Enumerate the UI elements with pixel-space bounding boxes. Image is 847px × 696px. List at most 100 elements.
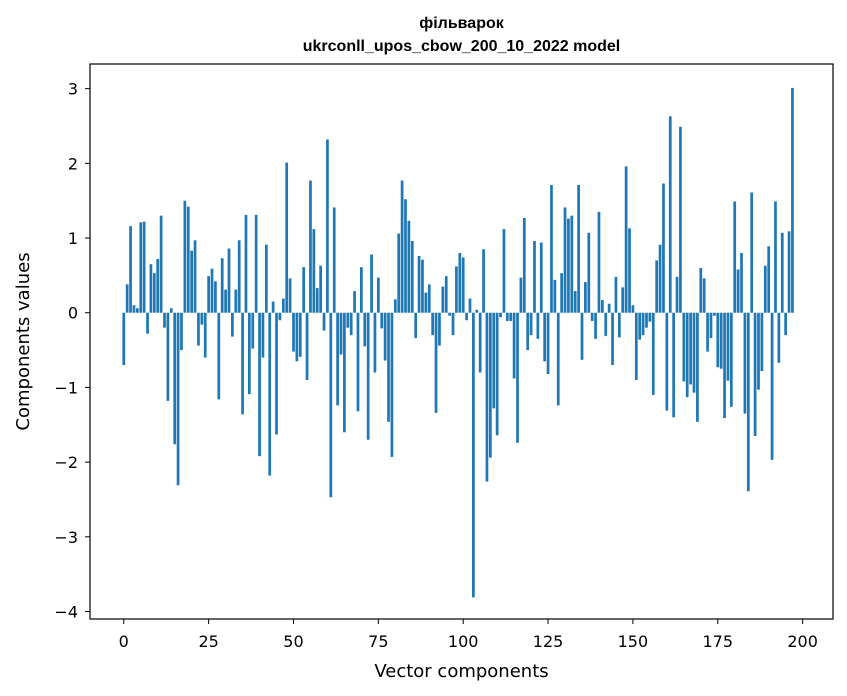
bar-component-174 (713, 312, 716, 316)
bar-component-122 (536, 312, 540, 339)
bar-component-1 (125, 284, 129, 313)
bar-component-86 (414, 312, 418, 339)
x-tick-label: 150 (618, 632, 649, 651)
bar-component-81 (397, 233, 401, 313)
bar-component-90 (427, 284, 431, 313)
bar-component-34 (237, 240, 241, 313)
y-tick-label: 3 (68, 80, 78, 99)
bar-component-28 (217, 312, 221, 400)
bar-component-133 (573, 291, 577, 313)
bar-component-45 (275, 312, 278, 435)
bar-component-91 (431, 312, 435, 336)
bar-component-124 (543, 312, 547, 362)
bar-component-111 (499, 312, 502, 318)
bar-component-112 (502, 229, 506, 313)
bar-component-22 (197, 312, 200, 346)
bar-component-93 (438, 312, 441, 346)
bar-component-171 (702, 278, 706, 313)
bar-component-177 (723, 312, 726, 419)
bar-component-46 (278, 312, 282, 321)
bar-component-79 (390, 312, 394, 457)
bar-component-121 (533, 241, 536, 313)
bar-component-89 (424, 292, 428, 313)
bar-component-15 (173, 312, 177, 445)
bar-component-82 (400, 180, 404, 313)
bar-component-35 (241, 312, 244, 415)
bar-component-87 (417, 255, 421, 313)
bar-component-39 (254, 214, 258, 313)
bar-component-21 (193, 240, 197, 313)
x-tick-label: 100 (448, 632, 479, 651)
bar-component-61 (329, 312, 333, 498)
bar-component-185 (750, 192, 754, 313)
bar-component-0 (122, 312, 126, 366)
bar-component-128 (556, 312, 560, 406)
bar-component-73 (370, 254, 373, 313)
bar-component-146 (617, 312, 621, 338)
bar-component-160 (665, 312, 669, 411)
x-tick-label: 125 (533, 632, 564, 651)
x-tick-label: 200 (787, 632, 818, 651)
bar-component-41 (261, 312, 265, 358)
bar-component-64 (339, 312, 343, 355)
bar-component-68 (353, 291, 356, 313)
bar-component-108 (488, 312, 492, 458)
bar-component-150 (631, 305, 635, 313)
bar-component-54 (305, 312, 309, 380)
bar-component-143 (607, 303, 611, 313)
bar-component-36 (244, 214, 248, 313)
bar-component-154 (645, 312, 648, 328)
bar-component-187 (757, 312, 760, 390)
bar-component-57 (315, 288, 319, 313)
bar-component-188 (760, 312, 764, 371)
x-tick-label: 50 (283, 632, 303, 651)
bar-component-80 (393, 299, 397, 313)
bar-component-76 (380, 312, 384, 329)
bar-component-103 (472, 312, 475, 598)
bar-component-99 (458, 252, 462, 313)
bar-component-23 (200, 312, 204, 325)
bar-component-168 (692, 312, 696, 393)
chart-title: фільварок (419, 15, 505, 32)
bar-component-13 (166, 312, 170, 401)
x-tick-label: 175 (702, 632, 733, 651)
bar-component-16 (176, 312, 180, 486)
bar-component-50 (292, 312, 295, 352)
bar-component-182 (740, 252, 743, 313)
bar-component-132 (570, 215, 574, 313)
bar-component-161 (668, 116, 672, 313)
bar-component-184 (746, 312, 750, 492)
bar-component-141 (601, 300, 604, 313)
bar-component-123 (539, 242, 543, 313)
bar-component-52 (298, 312, 302, 357)
y-tick-label: −1 (54, 378, 78, 397)
bar-component-69 (356, 312, 360, 412)
bar-component-125 (546, 312, 550, 374)
bar-component-84 (407, 220, 411, 313)
bar-component-135 (580, 312, 584, 360)
bar-component-114 (509, 312, 513, 321)
bar-component-109 (492, 312, 496, 409)
bar-component-48 (285, 162, 289, 313)
x-tick-label: 75 (368, 632, 388, 651)
bar-component-195 (784, 312, 788, 336)
bar-component-88 (421, 259, 424, 313)
bar-component-6 (142, 221, 146, 313)
y-tick-label: 0 (68, 304, 78, 323)
bar-component-63 (336, 312, 339, 406)
bar-component-9 (152, 273, 156, 313)
bar-component-33 (234, 289, 238, 313)
bar-component-62 (332, 207, 336, 313)
bar-component-53 (302, 267, 306, 313)
y-tick-label: −3 (54, 528, 78, 547)
bar-component-116 (516, 312, 519, 443)
bar-component-149 (628, 228, 631, 313)
bar-component-59 (322, 312, 326, 331)
y-tick-label: 2 (68, 154, 78, 173)
bar-component-38 (251, 312, 255, 349)
bar-component-29 (220, 258, 224, 313)
bar-component-142 (604, 312, 608, 336)
bar-component-75 (376, 277, 380, 313)
bar-component-180 (733, 201, 737, 313)
bar-component-32 (231, 312, 234, 337)
